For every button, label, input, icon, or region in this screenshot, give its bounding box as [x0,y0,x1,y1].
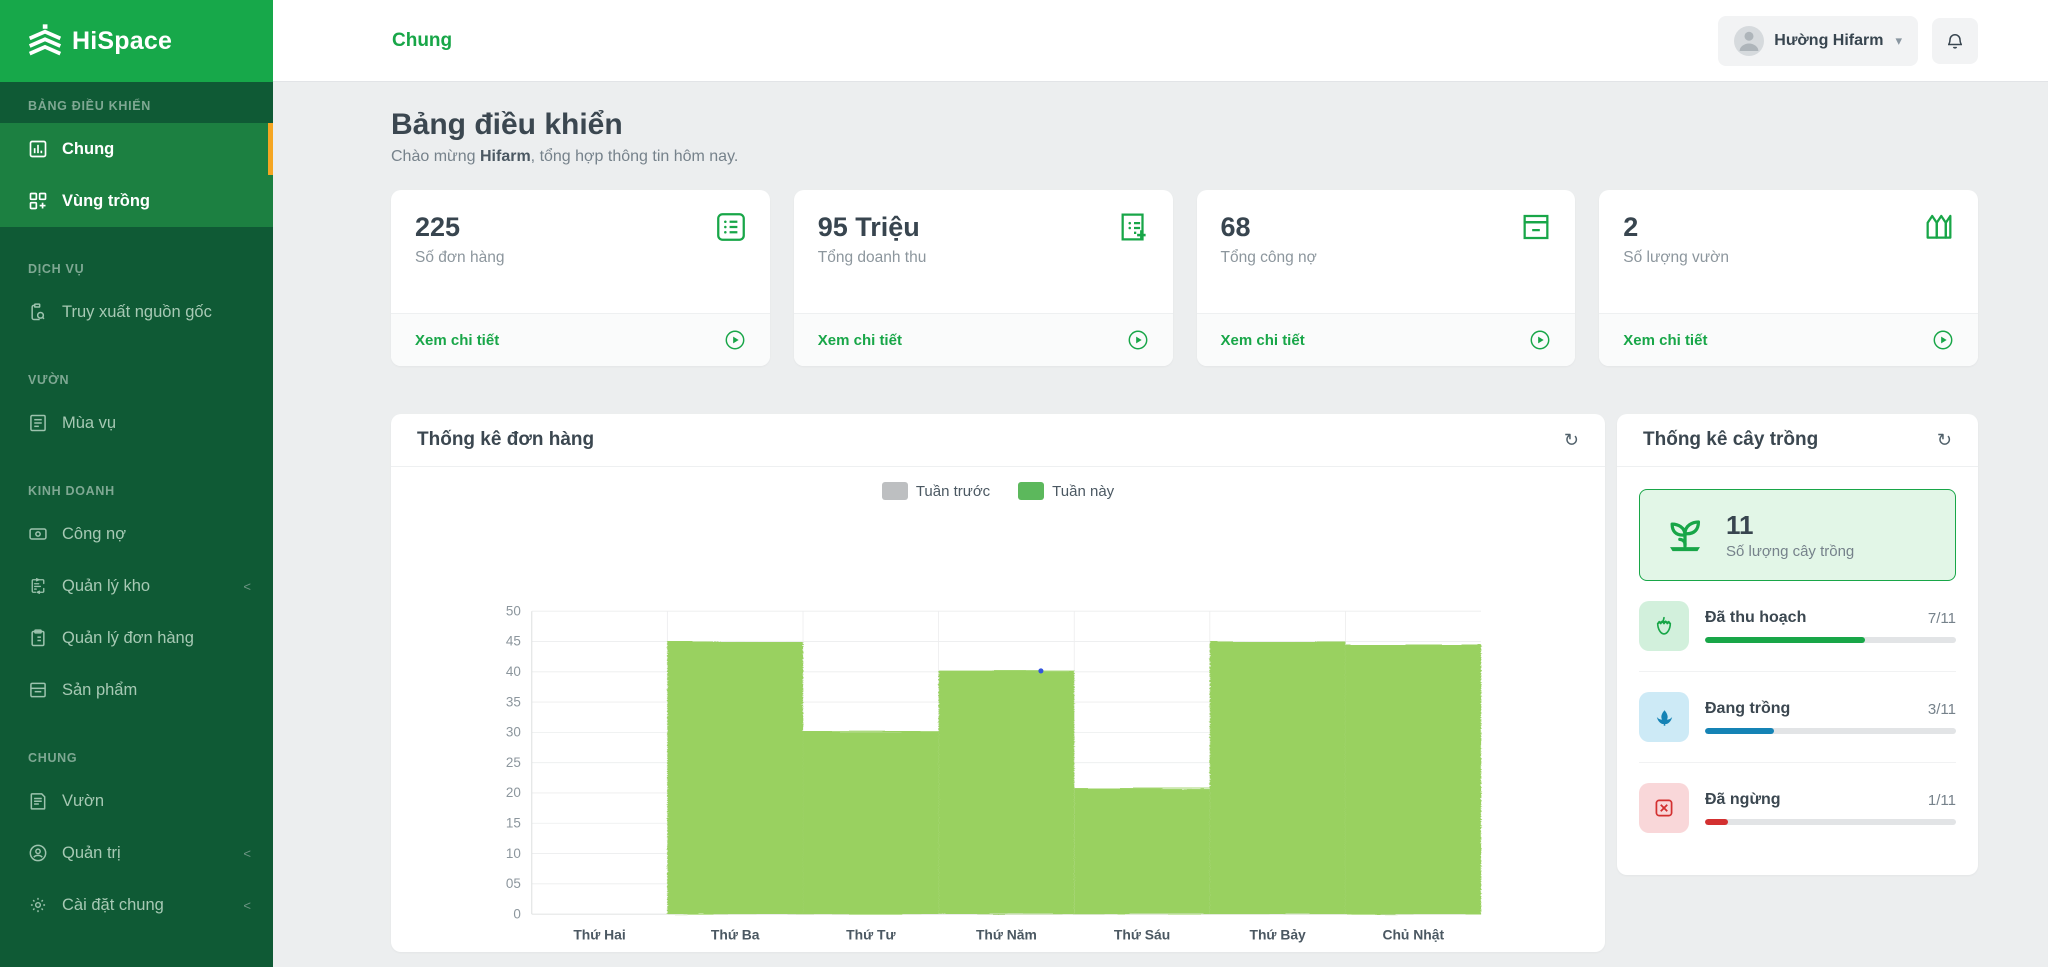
svg-text:Thứ Hai: Thứ Hai [573,926,625,942]
svg-text:Thứ Tư: Thứ Tư [846,926,896,942]
svg-text:20: 20 [506,785,521,800]
svg-text:05: 05 [506,876,521,891]
svg-text:35: 35 [506,694,521,709]
svg-text:Thứ Ba: Thứ Ba [711,926,760,942]
svg-text:Thứ Sáu: Thứ Sáu [1114,926,1170,942]
svg-text:10: 10 [506,846,521,861]
svg-text:50: 50 [506,603,521,618]
svg-text:15: 15 [506,815,521,830]
svg-text:0: 0 [513,906,520,921]
svg-text:30: 30 [506,725,521,740]
svg-text:Chủ Nhật: Chủ Nhật [1382,926,1444,942]
svg-text:40: 40 [506,664,521,679]
svg-text:Thứ Năm: Thứ Năm [976,926,1037,942]
svg-text:45: 45 [506,634,521,649]
svg-text:25: 25 [506,755,521,770]
svg-text:Thứ Bảy: Thứ Bảy [1249,926,1306,942]
